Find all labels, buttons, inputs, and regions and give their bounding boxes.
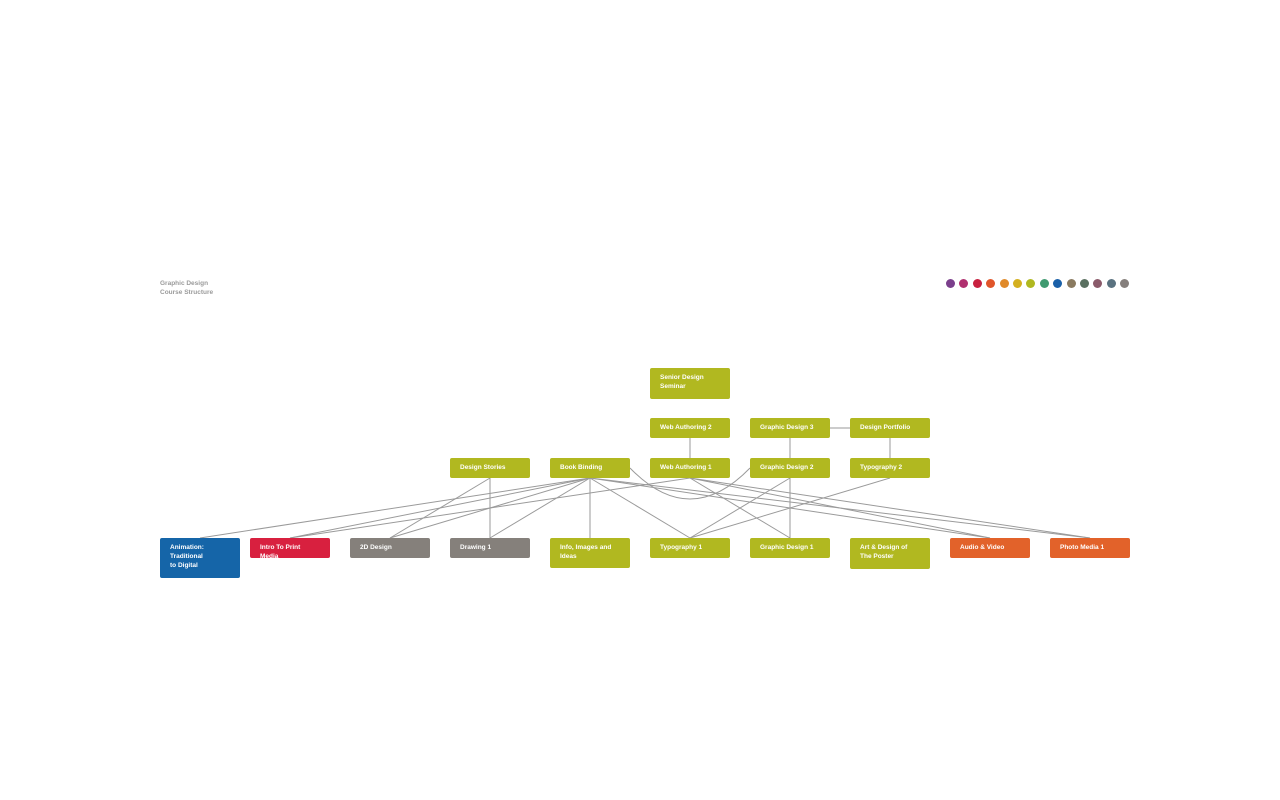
course-node-animation[interactable]: Animation: Traditional to Digital: [160, 538, 240, 578]
course-node-graphic-design-3[interactable]: Graphic Design 3: [750, 418, 830, 438]
course-label: Design Stories: [460, 464, 506, 471]
color-swatch-14[interactable]: [1120, 279, 1130, 288]
course-label: Web Authoring 1: [660, 464, 712, 471]
edge-book_binding-to-design_2d: [389, 477, 591, 539]
color-swatch-6[interactable]: [1012, 279, 1022, 288]
course-label: Typography 1: [660, 544, 703, 551]
course-label: Intro To Print Media: [260, 544, 301, 560]
course-node-graphic-design-2[interactable]: Graphic Design 2: [750, 458, 830, 478]
edge-web_authoring_1-to-graphic_design_1: [689, 477, 791, 539]
course-node-senior-design-seminar[interactable]: Senior Design Seminar: [650, 368, 730, 399]
diagram-title-line-2: Course Structure: [160, 289, 214, 296]
course-node-typography-2[interactable]: Typography 2: [850, 458, 930, 478]
course-label: Web Authoring 2: [660, 424, 712, 431]
course-node-book-binding[interactable]: Book Binding: [550, 458, 630, 478]
color-swatch-2[interactable]: [959, 279, 969, 288]
color-swatch-11[interactable]: [1079, 279, 1089, 288]
course-label: Drawing 1: [460, 544, 492, 551]
course-label: Info, Images and Ideas: [560, 544, 612, 560]
edge-web_authoring_1-to-photo_media_1: [689, 477, 1091, 539]
edge-design_stories-to-design_2d: [389, 477, 491, 539]
course-node-graphic-design-1[interactable]: Graphic Design 1: [750, 538, 830, 558]
course-node-web-authoring-1[interactable]: Web Authoring 1: [650, 458, 730, 478]
color-swatch-3[interactable]: [972, 279, 982, 288]
course-node-web-authoring-2[interactable]: Web Authoring 2: [650, 418, 730, 438]
color-swatch-8[interactable]: [1039, 279, 1049, 288]
course-label: Animation: Traditional to Digital: [170, 544, 204, 569]
edge-book_binding-to-audio_video: [589, 477, 991, 539]
edge-book_binding-to-typography_1: [589, 477, 691, 539]
course-label: Audio & Video: [960, 544, 1005, 551]
course-label: Art & Design of The Poster: [860, 544, 908, 560]
course-node-design-portfolio[interactable]: Design Portfolio: [850, 418, 930, 438]
edge-book_binding-to-animation: [199, 477, 591, 539]
color-swatch-13[interactable]: [1106, 279, 1116, 288]
course-node-2d-design[interactable]: 2D Design: [350, 538, 430, 558]
course-node-art-design-poster[interactable]: Art & Design of The Poster: [850, 538, 930, 569]
color-swatch-9[interactable]: [1053, 279, 1063, 288]
course-label: Photo Media 1: [1060, 544, 1105, 551]
edge-typography_2-to-typography_1: [689, 477, 891, 539]
edge-web_authoring_1-to-intro_print_media: [289, 477, 691, 539]
color-swatch-4[interactable]: [986, 279, 996, 288]
course-node-drawing-1[interactable]: Drawing 1: [450, 538, 530, 558]
edge-web_authoring_1-to-audio_video: [689, 477, 991, 539]
color-swatch-bar: [946, 279, 1130, 288]
course-label: Graphic Design 2: [760, 464, 814, 471]
edge-book_binding-to-intro_print_media: [289, 477, 591, 539]
course-node-info-images-ideas[interactable]: Info, Images and Ideas: [550, 538, 630, 568]
color-swatch-1[interactable]: [946, 279, 955, 288]
course-node-photo-media-1[interactable]: Photo Media 1: [1050, 538, 1130, 558]
course-node-audio-video[interactable]: Audio & Video: [950, 538, 1030, 558]
edge-book_binding-to-photo_media_1: [589, 477, 1091, 539]
color-swatch-12[interactable]: [1093, 279, 1103, 288]
course-label: Design Portfolio: [860, 424, 911, 431]
edge-book_binding-to-drawing_1: [489, 477, 591, 539]
edge-graphic_design_2-to-typography_1: [689, 477, 791, 539]
course-label: Graphic Design 3: [760, 424, 814, 431]
course-label: Graphic Design 1: [760, 544, 814, 551]
course-label: Senior Design Seminar: [660, 374, 704, 390]
color-swatch-7[interactable]: [1026, 279, 1036, 288]
course-node-typography-1[interactable]: Typography 1: [650, 538, 730, 558]
color-swatch-10[interactable]: [1066, 279, 1076, 288]
course-label: 2D Design: [360, 544, 392, 551]
course-label: Book Binding: [560, 464, 603, 471]
diagram-title-line-1: Graphic Design: [160, 280, 209, 287]
diagram-title: Graphic Design Course Structure: [160, 279, 213, 297]
course-node-design-stories[interactable]: Design Stories: [450, 458, 530, 478]
course-label: Typography 2: [860, 464, 903, 471]
course-node-intro-print-media[interactable]: Intro To Print Media: [250, 538, 330, 560]
color-swatch-5[interactable]: [999, 279, 1009, 288]
